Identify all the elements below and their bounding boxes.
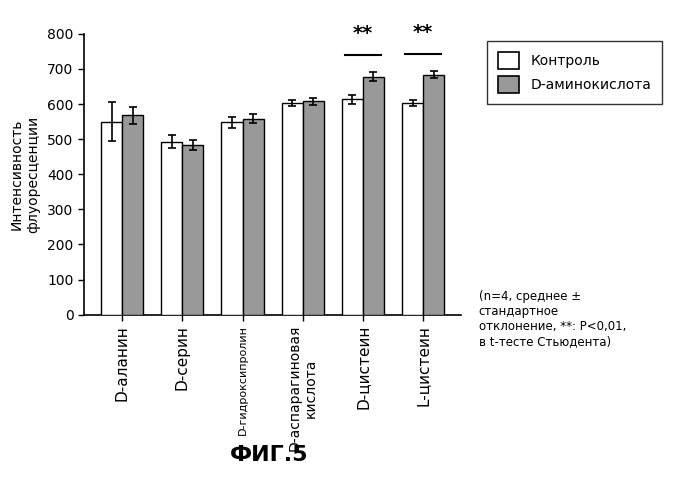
Bar xyxy=(363,76,384,315)
Text: ФИГ.5: ФИГ.5 xyxy=(230,445,308,465)
Bar xyxy=(303,101,324,315)
Bar xyxy=(161,142,182,315)
Bar xyxy=(222,122,243,315)
Bar xyxy=(402,103,423,315)
Bar xyxy=(423,75,444,315)
Bar xyxy=(342,100,363,315)
Y-axis label: Интенсивность
флуоресценции: Интенсивность флуоресценции xyxy=(10,116,40,233)
Bar xyxy=(101,121,122,315)
Text: (n=4, среднее ±
стандартное
отклонение, **: P<0,01,
в t-тесте Стьюдента): (n=4, среднее ± стандартное отклонение, … xyxy=(479,290,626,348)
Text: **: ** xyxy=(353,24,373,43)
Bar xyxy=(122,115,143,315)
Legend: Контроль, D-аминокислота: Контроль, D-аминокислота xyxy=(487,41,662,104)
Bar xyxy=(282,103,303,315)
Bar xyxy=(182,145,203,315)
Bar xyxy=(243,119,264,315)
Text: **: ** xyxy=(413,23,433,42)
